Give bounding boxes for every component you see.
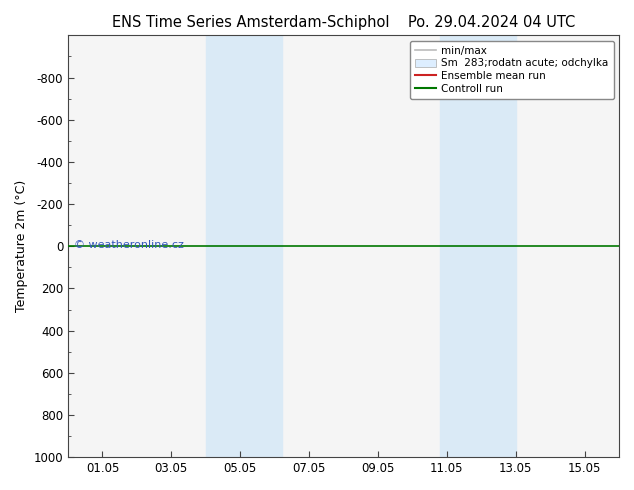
Text: © weatheronline.cz: © weatheronline.cz [74,241,183,250]
Title: ENS Time Series Amsterdam-Schiphol    Po. 29.04.2024 04 UTC: ENS Time Series Amsterdam-Schiphol Po. 2… [112,15,575,30]
Legend: min/max, Sm  283;rodatn acute; odchylka, Ensemble mean run, Controll run: min/max, Sm 283;rodatn acute; odchylka, … [410,41,614,99]
Bar [206,35,281,457]
Y-axis label: Temperature 2m (°C): Temperature 2m (°C) [15,180,28,312]
Bar [440,35,515,457]
